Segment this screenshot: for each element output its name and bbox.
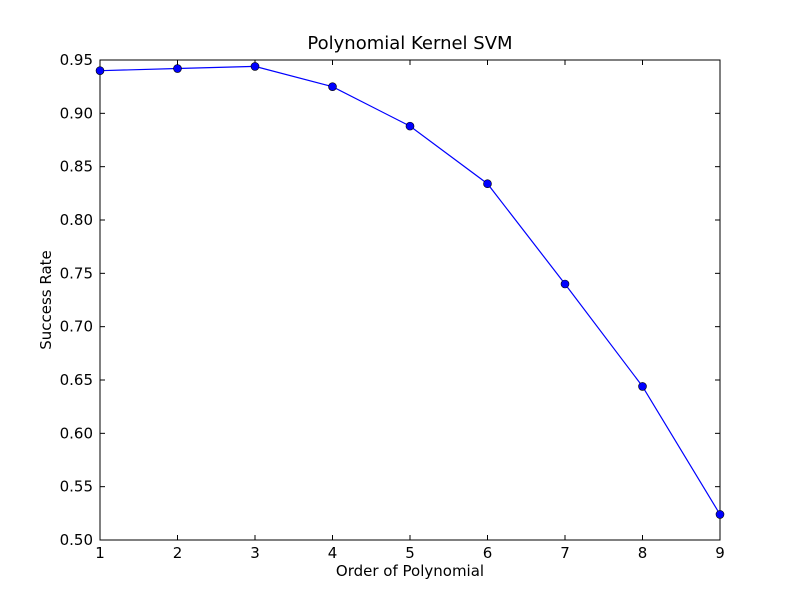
x-tick-label: 4 (328, 544, 338, 562)
y-tick-label: 0.85 (60, 158, 93, 176)
data-point (715, 510, 725, 519)
x-tick-label: 8 (638, 544, 648, 562)
data-point (250, 62, 260, 71)
plot-frame (99, 59, 721, 541)
data-point (328, 82, 337, 91)
data-point (560, 279, 570, 289)
y-tick-label: 0.70 (60, 318, 93, 336)
x-tick-label: 7 (560, 544, 570, 562)
y-tick-label: 0.95 (60, 51, 93, 69)
data-point (95, 66, 105, 75)
y-axis-label: Success Rate (37, 250, 55, 350)
data-point (483, 179, 492, 189)
data-point (638, 382, 647, 391)
axis-ticks: 1 2 3 4 5 6 7 8 9 0.50 0.55 0.60 0.65 0.70 0.75 0.80 0.8… (60, 51, 725, 562)
x-tick-label: 5 (405, 544, 415, 562)
y-tick-label: 0.75 (60, 264, 93, 282)
x-axis-label: Order of Polynomial (336, 562, 484, 580)
x-tick-label: 2 (173, 544, 183, 562)
data-point (405, 121, 415, 131)
data-point (173, 64, 182, 73)
x-tick-label: 3 (250, 544, 260, 562)
series-layer (95, 62, 725, 519)
y-tick-label: 0.55 (60, 478, 93, 496)
x-tick-label: 9 (715, 544, 725, 562)
x-tick-label: 6 (483, 544, 493, 562)
chart-title: Polynomial Kernel SVM (307, 33, 512, 54)
y-tick-label: 0.50 (60, 531, 93, 549)
y-tick-label: 0.65 (60, 371, 93, 389)
plot-area (99, 59, 721, 541)
y-tick-label: 0.60 (60, 424, 93, 442)
y-tick-label: 0.80 (60, 211, 93, 229)
x-tick-label: 1 (95, 544, 105, 562)
y-tick-label: 0.90 (60, 104, 93, 122)
